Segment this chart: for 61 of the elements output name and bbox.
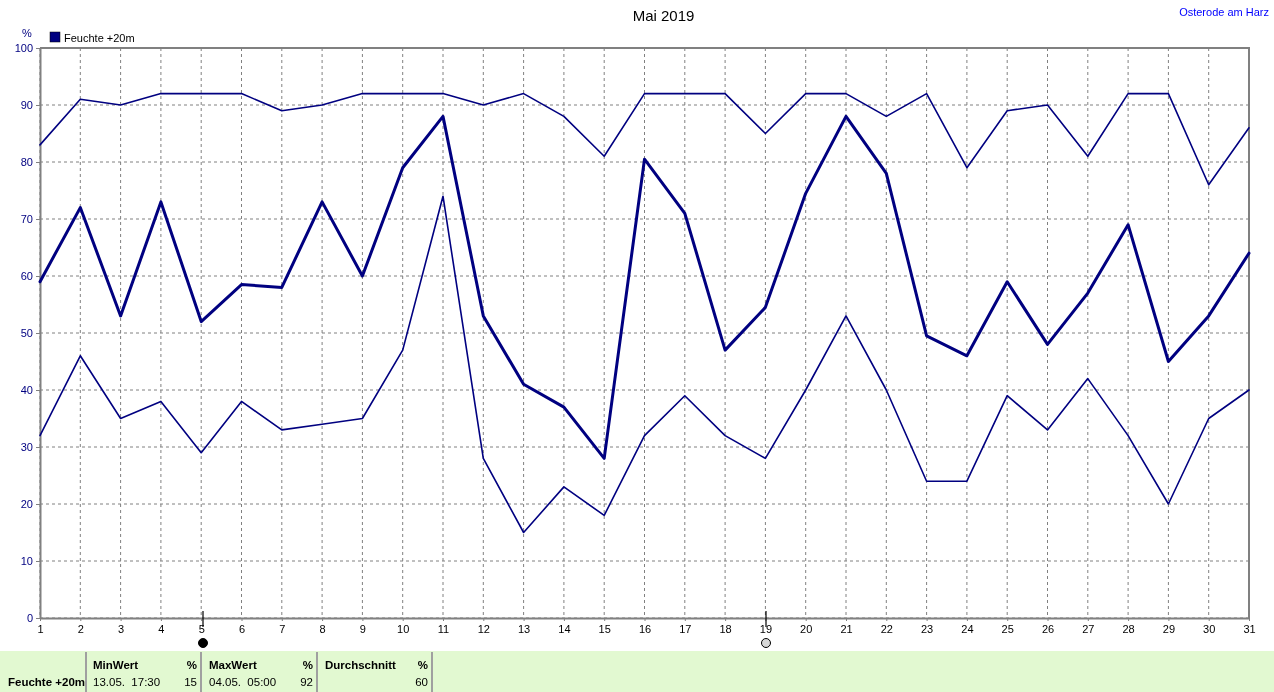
line-series: [38, 114, 1251, 460]
text: 13.05. 17:30: [93, 676, 161, 688]
y-tick-label: 10: [20, 555, 33, 568]
x-tick-label: 22: [880, 622, 893, 635]
y-tick-label: 40: [20, 384, 33, 397]
text: Durchschnitt: [325, 659, 397, 671]
chart-title: Mai 2019: [632, 7, 695, 24]
x-tick-label: 5: [198, 622, 205, 635]
y-tick-label: 20: [20, 498, 33, 511]
x-tick-label: 26: [1041, 622, 1055, 635]
x-tick-label: 15: [598, 622, 611, 635]
y-axis-title: %: [22, 27, 33, 39]
x-tick-label: 16: [638, 622, 652, 635]
x-tick-label: 12: [477, 622, 490, 635]
x-tick-label: 10: [397, 622, 410, 635]
x-tick-label: 20: [800, 622, 813, 635]
text: 60: [415, 676, 428, 688]
text: %: [186, 659, 197, 671]
x-tick-label: 11: [437, 622, 450, 635]
chart-subtitle: Osterode am Harz: [1179, 6, 1269, 18]
x-tick-label: 28: [1122, 622, 1135, 635]
x-tick-label: 27: [1082, 622, 1095, 635]
x-tick-label: 18: [719, 622, 732, 635]
x-tick-label: 19: [759, 622, 773, 635]
y-tick-label: 70: [20, 213, 33, 226]
x-tick-label: 17: [679, 622, 692, 635]
x-tick-label: 31: [1243, 622, 1256, 635]
legend-label: Feuchte +20m: [64, 31, 135, 44]
x-tick-label: 7: [279, 622, 286, 635]
x-tick-label: 1: [37, 622, 44, 635]
y-tick-label: 80: [20, 156, 33, 169]
x-tick-label: 24: [961, 622, 974, 635]
text: %: [417, 659, 428, 671]
x-tick-label: 14: [558, 622, 571, 635]
y-tick-label: 0: [26, 612, 33, 625]
y-tick-label: 50: [20, 327, 33, 340]
text: 15: [184, 676, 197, 688]
x-tick-label: 25: [1001, 622, 1014, 635]
x-tick-label: 6: [238, 622, 246, 635]
x-tick-label: 8: [319, 622, 326, 635]
text: 04.05. 05:00: [209, 676, 277, 688]
text: 92: [300, 676, 313, 688]
x-tick-label: 4: [158, 622, 165, 635]
x-tick-label: 30: [1203, 622, 1216, 635]
x-tick-label: 13: [517, 622, 531, 635]
x-tick-label: 21: [840, 622, 853, 635]
x-tick-label: 3: [118, 622, 125, 635]
text: MaxWert: [209, 659, 257, 671]
x-tick-label: 2: [77, 622, 84, 635]
x-tick-label: 23: [920, 622, 934, 635]
x-tick-label: 29: [1162, 622, 1176, 635]
y-tick-label: 90: [20, 99, 33, 112]
text: %: [302, 659, 313, 671]
line-series: [39, 195, 1250, 534]
y-tick-label: 100: [14, 42, 33, 55]
y-tick-label: 30: [20, 441, 33, 454]
y-tick-label: 60: [20, 270, 33, 283]
text: MinWert: [93, 659, 139, 671]
line-series: [39, 92, 1250, 186]
text: Feuchte +20m: [8, 676, 86, 688]
x-tick-label: 9: [359, 622, 366, 635]
